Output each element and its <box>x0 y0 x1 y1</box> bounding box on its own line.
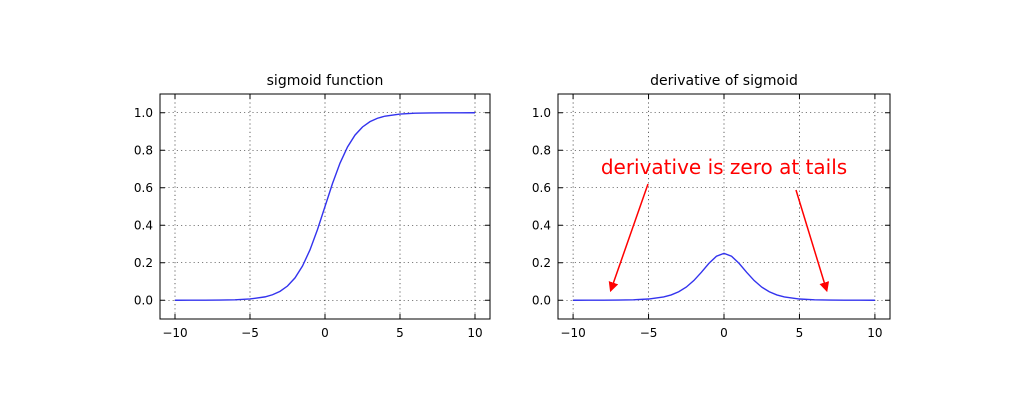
x-tick-label: −10 <box>560 326 585 340</box>
y-tick-label: 1.0 <box>134 106 153 120</box>
chart-title: derivative of sigmoid <box>650 73 798 89</box>
y-tick-label: 1.0 <box>532 106 551 120</box>
y-tick-label: 0.4 <box>134 218 153 232</box>
x-tick-label: 5 <box>396 326 404 340</box>
series-line <box>573 252 875 301</box>
annotation-text: derivative is zero at tails <box>601 155 847 179</box>
chart-panel-1: −10 −5 0 5 10 0.0 0.2 0.4 0.6 0.8 1.0 sigmoid funct… <box>134 73 491 340</box>
annotation-arrow <box>608 183 649 293</box>
y-tick-label: 0.6 <box>134 181 153 195</box>
x-tick-label: 0 <box>720 326 728 340</box>
x-tick-label: −10 <box>162 326 187 340</box>
x-tick-label: −5 <box>241 326 259 340</box>
y-tick-label: 0.4 <box>532 218 551 232</box>
series-line <box>174 112 476 301</box>
chart-panel-2: −10 −5 0 5 10 0.0 0.2 0.4 0.6 0.8 1.0 derivative of… <box>532 73 891 340</box>
x-tick-label: 10 <box>467 326 482 340</box>
x-tick-label: 0 <box>321 326 329 340</box>
y-tick-label: 0.0 <box>532 293 551 307</box>
x-tick-label: −5 <box>640 326 658 340</box>
y-tick-label: 0.8 <box>532 143 551 157</box>
y-tick-label: 0.0 <box>134 293 153 307</box>
y-tick-label: 0.2 <box>134 256 153 270</box>
x-tick-label: 5 <box>796 326 804 340</box>
y-tick-label: 0.2 <box>532 256 551 270</box>
annotation-arrow <box>795 189 830 293</box>
y-tick-label: 0.8 <box>134 143 153 157</box>
chart-title: sigmoid function <box>267 73 384 89</box>
x-tick-label: 10 <box>867 326 882 340</box>
y-tick-label: 0.6 <box>532 181 551 195</box>
